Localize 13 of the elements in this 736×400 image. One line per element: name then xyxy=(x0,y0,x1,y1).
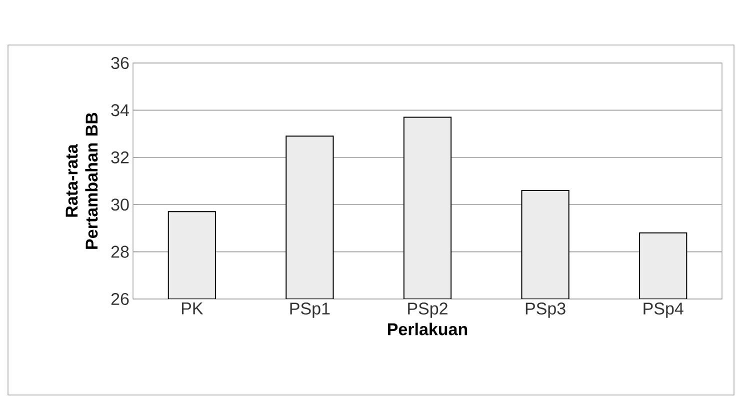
x-tick-label: PSp1 xyxy=(290,302,330,318)
y-tick-label: 30 xyxy=(111,198,129,211)
x-tick-label: PSp2 xyxy=(408,302,448,318)
y-tick-label: 28 xyxy=(111,246,129,258)
x-tick-label: PSp4 xyxy=(644,302,684,318)
y-tick-label: 36 xyxy=(111,56,129,70)
y-tick-label: 34 xyxy=(111,104,129,116)
y-tick-label: 32 xyxy=(111,151,129,164)
y-tick-label: 26 xyxy=(111,292,129,306)
x-tick-label: PSp3 xyxy=(526,302,566,318)
y-axis-title: Rata-rata Pertambahan BB xyxy=(66,112,98,249)
x-tick-label: PK xyxy=(182,302,204,314)
x-axis-title: Perlakuan xyxy=(388,322,468,336)
